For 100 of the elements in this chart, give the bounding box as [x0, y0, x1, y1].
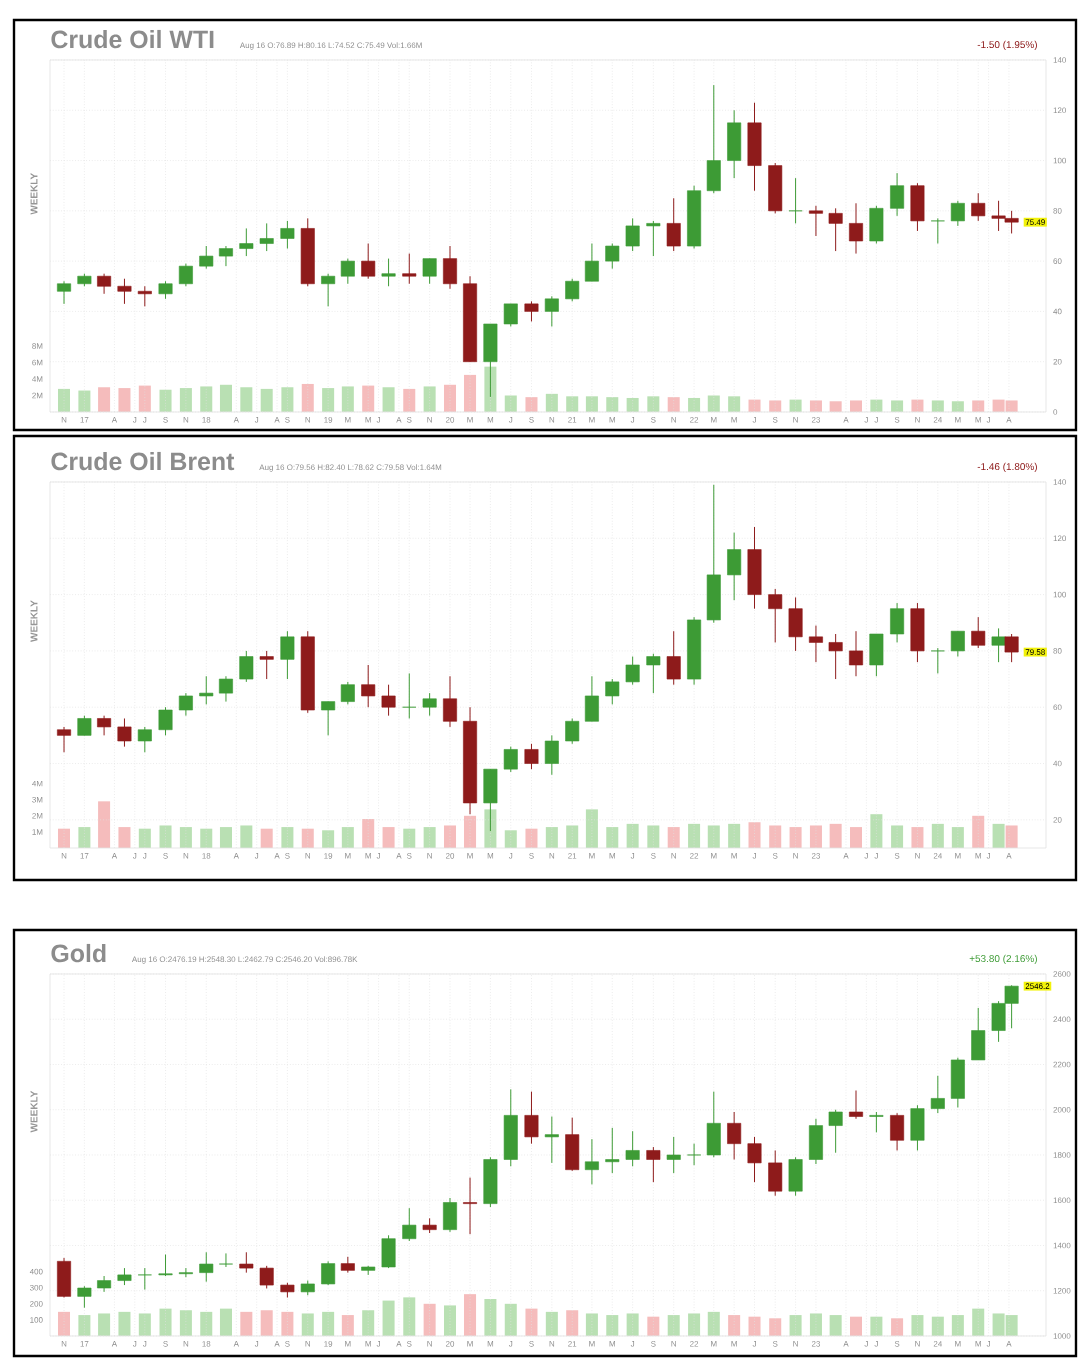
candlestick: [565, 717, 580, 745]
bar: [138, 385, 151, 412]
bar: [362, 1310, 375, 1336]
bar: [78, 827, 91, 848]
bar: [850, 1316, 863, 1336]
candlestick: [706, 84, 721, 194]
candlestick: [57, 726, 71, 753]
bar: [972, 815, 985, 848]
candlestick: [828, 207, 843, 252]
candlestick: [218, 1252, 233, 1268]
candlestick: [259, 1265, 274, 1289]
bar: [951, 1315, 964, 1336]
candlestick: [117, 717, 132, 748]
bar: [728, 1315, 741, 1336]
bar: [769, 1318, 782, 1336]
candlestick: [178, 692, 193, 717]
bar: [403, 1297, 416, 1336]
candlestick: [239, 227, 254, 257]
candlestick: [402, 672, 417, 719]
bar: [341, 386, 354, 412]
candlestick: [768, 588, 783, 643]
candlestick: [321, 701, 336, 736]
candlestick: [422, 692, 437, 717]
bar: [240, 1311, 253, 1336]
candlestick: [808, 1118, 823, 1165]
candlestick: [57, 280, 71, 305]
bar: [951, 401, 964, 412]
bar: [829, 401, 842, 412]
candlestick: [340, 681, 355, 705]
bar: [606, 1315, 619, 1336]
candlestick: [869, 633, 884, 677]
candlestick: [747, 1136, 762, 1183]
bar: [545, 393, 558, 412]
candlestick: [544, 734, 559, 776]
bar: [911, 827, 924, 848]
bar: [728, 396, 741, 412]
bar: [444, 825, 457, 848]
candlestick: [869, 205, 884, 245]
candlestick: [950, 630, 965, 658]
bar: [545, 1311, 558, 1336]
bar: [667, 397, 680, 412]
bar: [829, 1315, 842, 1336]
chart-title: Crude Oil Brent: [51, 451, 235, 471]
bar: [98, 801, 111, 848]
candlestick: [727, 109, 742, 179]
candlestick: [321, 273, 336, 307]
candlestick: [910, 1104, 925, 1151]
bar: [707, 825, 720, 848]
bar: [260, 828, 273, 848]
bar: [179, 1310, 192, 1336]
candlestick: [97, 273, 112, 295]
candlestick: [727, 1111, 742, 1161]
bar: [382, 1300, 395, 1336]
bar: [159, 389, 172, 412]
candlestick: [646, 653, 661, 694]
bar: [341, 1315, 354, 1336]
bar: [931, 1316, 944, 1336]
bar: [707, 395, 720, 412]
candlestick: [178, 263, 193, 287]
candlestick: [788, 177, 803, 224]
bar: [525, 397, 538, 412]
bar: [504, 830, 517, 848]
bar: [972, 400, 985, 412]
candlestick: [483, 1156, 498, 1208]
candlestick: [584, 243, 599, 282]
candlestick: [687, 1143, 702, 1166]
candlestick: [808, 205, 823, 237]
bar: [484, 1298, 497, 1336]
bar: [78, 1315, 91, 1336]
bar: [951, 827, 964, 848]
candlestick: [625, 217, 640, 252]
bar: [118, 388, 131, 412]
bar: [911, 1315, 924, 1336]
candlestick: [544, 295, 559, 327]
candlestick: [137, 285, 152, 307]
bar: [200, 828, 213, 848]
bar: [444, 384, 457, 412]
bar: [322, 388, 335, 412]
bar: [667, 1315, 680, 1336]
candlestick: [646, 220, 661, 257]
bar: [566, 396, 579, 412]
bar: [444, 1305, 457, 1336]
bar: [809, 825, 822, 848]
bar: [301, 1313, 314, 1336]
bar: [525, 828, 538, 848]
candlestick: [524, 300, 539, 322]
candlestick: [178, 1267, 193, 1278]
bar: [870, 814, 883, 848]
chart-title: Crude Oil WTI: [51, 29, 214, 49]
bar: [281, 827, 294, 848]
candlestick: [199, 1251, 214, 1283]
candlestick: [666, 630, 681, 686]
bar: [748, 1316, 761, 1336]
candlestick: [666, 197, 681, 252]
bar: [748, 822, 761, 848]
candlestick: [239, 1251, 254, 1274]
bar: [322, 830, 335, 848]
bar: [362, 385, 375, 412]
bar: [179, 388, 192, 412]
bar: [566, 1310, 579, 1336]
